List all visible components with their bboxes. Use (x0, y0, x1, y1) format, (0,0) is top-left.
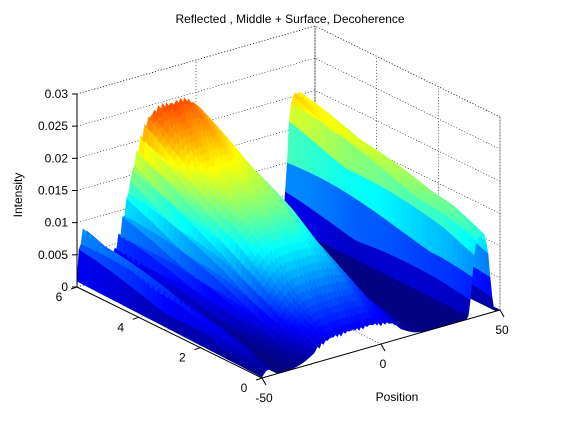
z-tick-label: 0.03 (45, 87, 69, 101)
z-gridline (76, 90, 501, 182)
y-tick-mark (132, 316, 139, 320)
x-axis-label: Position (376, 390, 419, 404)
z-gridline (76, 122, 501, 214)
z-tick-label: 0.005 (38, 248, 68, 262)
x-tick-label: 0 (380, 357, 387, 371)
z-gridline (76, 25, 501, 118)
box-top-edge (76, 25, 501, 118)
z-axis-label: Intensity (11, 173, 25, 218)
y-tick-label: 4 (117, 320, 124, 334)
z-tick-label: 0.025 (38, 119, 68, 133)
z-tick-label: 0 (61, 280, 68, 294)
z-tick-label: 0.02 (45, 151, 69, 165)
x-tick-mark (261, 377, 267, 386)
z-tick-label: 0.01 (45, 216, 69, 230)
y-tick-mark (194, 347, 201, 351)
x-tick-mark (380, 343, 386, 352)
x-tick-mark (499, 309, 505, 318)
z-tick-label: 0.015 (38, 184, 68, 198)
x-tick-label: 50 (495, 323, 509, 337)
y-tick-label: 2 (179, 351, 186, 365)
chart-title: Reflected , Middle + Surface, Decoherenc… (175, 12, 404, 26)
y-tick-label: 0 (241, 381, 248, 395)
y-tick-mark (255, 377, 263, 381)
surface (76, 91, 501, 378)
x-tick-label: -50 (255, 391, 273, 405)
